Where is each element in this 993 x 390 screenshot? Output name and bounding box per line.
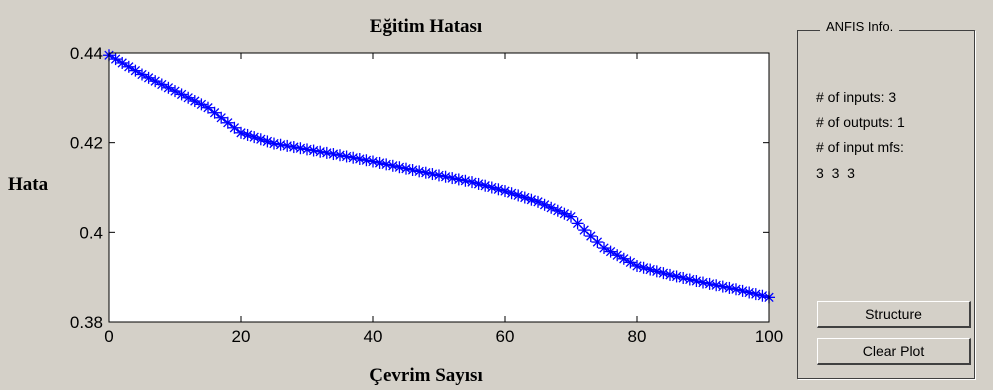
series-point — [386, 159, 399, 172]
x-tick-label: 100 — [755, 327, 783, 346]
series-point — [598, 242, 610, 255]
series-point — [439, 170, 452, 183]
series-point — [221, 116, 234, 129]
x-tick-label: 80 — [628, 327, 647, 346]
series-point — [149, 75, 162, 88]
series-point — [228, 121, 241, 134]
series-markers — [103, 49, 775, 304]
x-axis-label: Çevrim Sayısı — [369, 365, 482, 386]
y-tick-label: 0.38 — [70, 313, 103, 332]
series-point — [294, 142, 307, 155]
y-tick-label: 0.4 — [79, 223, 103, 242]
series-point — [122, 60, 135, 73]
series-point — [690, 275, 703, 288]
anfis-info-panel: ANFIS Info. # of inputs: 3 # of outputs:… — [797, 19, 975, 379]
input-mfs-values: 3 3 3 — [816, 165, 855, 181]
y-tick-label: 0.44 — [70, 44, 103, 63]
x-tick-label: 0 — [104, 327, 113, 346]
series-point — [710, 279, 723, 292]
series-point — [215, 111, 228, 124]
x-tick-label: 20 — [232, 327, 251, 346]
clear-plot-button[interactable]: Clear Plot — [817, 338, 971, 365]
anfis-info-title: ANFIS Info. — [820, 19, 900, 34]
training-error-plot: 0 20 40 60 80 100 0.44 0.42 0.4 0.38 Eğitim Hatas… — [8, 16, 783, 386]
series-point — [749, 288, 762, 301]
inputs-count-text: # of inputs: 3 — [816, 89, 897, 105]
series-point — [657, 267, 670, 280]
series-point — [129, 64, 142, 77]
series-point — [268, 137, 280, 150]
series-point — [202, 101, 214, 114]
chart-title: Eğitim Hatası — [370, 16, 482, 37]
input-mfs-label: # of input mfs: — [816, 139, 904, 155]
structure-button[interactable]: Structure — [817, 301, 971, 328]
x-tick-label: 60 — [496, 327, 515, 346]
x-tick-label: 40 — [364, 327, 383, 346]
series-point — [604, 245, 617, 258]
y-axis-label: Hata — [8, 174, 49, 195]
series-point — [208, 106, 221, 119]
series-point — [624, 256, 637, 269]
axes-frame — [108, 52, 770, 323]
outputs-count-text: # of outputs: 1 — [816, 114, 905, 130]
series-point — [142, 71, 155, 84]
y-tick-label: 0.42 — [70, 134, 103, 153]
axes-background — [109, 53, 769, 322]
series-point — [406, 164, 419, 177]
axis-ticks: 0 20 40 60 80 100 0.44 0.42 0.4 0.38 — [70, 44, 783, 346]
series-point — [109, 53, 122, 66]
series-point — [617, 252, 630, 265]
series-point — [716, 280, 729, 293]
series-point — [578, 224, 591, 237]
series-point — [116, 56, 129, 69]
series-point — [413, 165, 426, 178]
series-point — [611, 249, 624, 262]
